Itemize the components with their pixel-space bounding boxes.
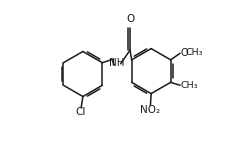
Text: O: O — [180, 48, 188, 58]
Text: CH₃: CH₃ — [181, 81, 198, 90]
Text: NO₂: NO₂ — [140, 105, 160, 115]
Text: CH₃: CH₃ — [186, 48, 203, 57]
Text: Cl: Cl — [75, 107, 86, 118]
Text: O: O — [126, 14, 134, 24]
Text: NH: NH — [109, 58, 125, 68]
